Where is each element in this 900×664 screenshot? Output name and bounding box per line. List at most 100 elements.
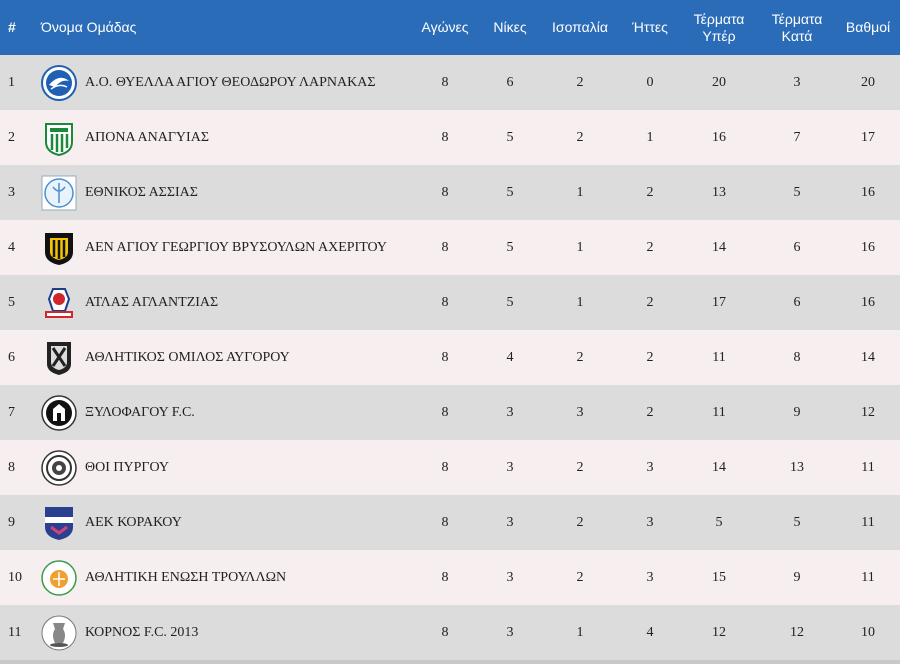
position-cell: 11: [8, 624, 22, 640]
goals-for-cell: 20: [712, 74, 726, 90]
position-cell: 10: [8, 569, 22, 585]
goals-against-cell: 3: [793, 74, 801, 90]
team-name: Α.Ο. ΘΥΕΛΛΑ ΑΓΙΟΥ ΘΕΟΔΩΡΟΥ ΛΑΡΝΑΚΑΣ: [85, 74, 376, 90]
team-link[interactable]: ΑΘΛΗΤΙΚΗ ΕΝΩΣΗ ΤΡΟΥΛΛΩΝ: [41, 559, 410, 596]
played-cell: 8: [441, 74, 449, 90]
played-cell: 8: [441, 349, 449, 365]
table-row: 6 ΑΘΛΗΤΙΚΟΣ ΟΜΙΛΟΣ ΑΥΓΟΡΟΥ 8 4 2 2 11 8 …: [0, 330, 900, 385]
team-link[interactable]: ΑΕΚ ΚΟΡΑΚΟΥ: [41, 505, 410, 541]
position-cell: 9: [8, 514, 15, 530]
goals-for-cell: 11: [712, 349, 726, 365]
played-cell: 8: [441, 624, 449, 640]
losses-cell: 4: [646, 624, 654, 640]
losses-cell: 2: [646, 349, 654, 365]
wins-cell: 4: [506, 349, 514, 365]
wins-cell: 3: [506, 404, 514, 420]
draws-cell: 1: [576, 624, 584, 640]
header-team-name[interactable]: Όνομα Ομάδας: [41, 19, 137, 35]
team-link[interactable]: ΕΘΝΙΚΟΣ ΑΣΣΙΑΣ: [41, 175, 410, 211]
draws-cell: 1: [576, 184, 584, 200]
wins-cell: 5: [506, 239, 514, 255]
team-link[interactable]: ΑΤΛΑΣ ΑΓΛΑΝΤΖΙΑΣ: [41, 285, 410, 321]
header-goals-for[interactable]: Τέρματα Υπέρ: [693, 10, 745, 44]
team-name: ΑΕΚ ΚΟΡΑΚΟΥ: [85, 514, 182, 530]
played-cell: 8: [441, 239, 449, 255]
team-link[interactable]: ΑΠΟΝΑ ΑΝΑΓΥΙΑΣ: [41, 120, 410, 156]
team-link[interactable]: ΚΟΡΝΟΣ F.C. 2013: [41, 615, 410, 651]
table-row: 7 ΞΥΛΟΦΑΓΟΥ F.C. 8 3 3 2 11 9 12: [0, 385, 900, 440]
kornos-logo-icon: [41, 615, 77, 651]
points-cell: 11: [861, 514, 875, 530]
team-name: ΑΕΝ ΑΓΙΟΥ ΓΕΩΡΓΙΟΥ ΒΡΥΣΟΥΛΩΝ ΑΧΕΡΙΤΟΥ: [85, 239, 388, 255]
table-row: 3 ΕΘΝΙΚΟΣ ΑΣΣΙΑΣ 8 5 1 2 13 5 16: [0, 165, 900, 220]
position-cell: 5: [8, 294, 15, 310]
played-cell: 8: [441, 184, 449, 200]
draws-cell: 2: [576, 129, 584, 145]
team-link[interactable]: ΑΕΝ ΑΓΙΟΥ ΓΕΩΡΓΙΟΥ ΒΡΥΣΟΥΛΩΝ ΑΧΕΡΙΤΟΥ: [41, 230, 410, 266]
team-name: ΕΘΝΙΚΟΣ ΑΣΣΙΑΣ: [85, 184, 198, 200]
table-row: 11 ΚΟΡΝΟΣ F.C. 2013 8 3 1 4 12 12 10: [0, 605, 900, 660]
avgorou-logo-icon: [41, 340, 77, 376]
header-losses[interactable]: Ήττες: [632, 19, 668, 35]
losses-cell: 2: [646, 294, 654, 310]
wins-cell: 5: [506, 184, 514, 200]
team-name: ΚΟΡΝΟΣ F.C. 2013: [85, 624, 199, 640]
team-link[interactable]: ΞΥΛΟΦΑΓΟΥ F.C.: [41, 394, 410, 431]
position-cell: 7: [8, 404, 15, 420]
points-cell: 12: [861, 404, 875, 420]
draws-cell: 3: [576, 404, 584, 420]
draws-cell: 2: [576, 514, 584, 530]
wins-cell: 3: [506, 569, 514, 585]
points-cell: 11: [861, 459, 875, 475]
goals-against-cell: 5: [793, 184, 801, 200]
losses-cell: 3: [646, 459, 654, 475]
header-draws[interactable]: Ισοπαλία: [552, 19, 608, 35]
table-row: 9 ΑΕΚ ΚΟΡΑΚΟΥ 8 3 2 3 5 5 11: [0, 495, 900, 550]
wins-cell: 6: [506, 74, 514, 90]
header-played[interactable]: Αγώνες: [421, 19, 469, 35]
goals-for-cell: 5: [715, 514, 723, 530]
points-cell: 11: [861, 569, 875, 585]
wins-cell: 5: [506, 294, 514, 310]
draws-cell: 1: [576, 294, 584, 310]
header-wins[interactable]: Νίκες: [493, 19, 527, 35]
wins-cell: 3: [506, 459, 514, 475]
points-cell: 16: [861, 184, 875, 200]
table-row: 8 ΘΟΙ ΠΥΡΓΟΥ 8 3 2 3 14 13 11: [0, 440, 900, 495]
goals-for-cell: 17: [712, 294, 726, 310]
header-position[interactable]: #: [8, 19, 16, 35]
xylofagou-logo-icon: [41, 394, 77, 431]
losses-cell: 0: [646, 74, 654, 90]
wins-cell: 3: [506, 624, 514, 640]
goals-against-cell: 12: [790, 624, 804, 640]
points-cell: 16: [861, 239, 875, 255]
points-cell: 20: [861, 74, 875, 90]
goals-against-cell: 13: [790, 459, 804, 475]
goals-against-cell: 7: [793, 129, 801, 145]
losses-cell: 2: [646, 239, 654, 255]
team-link[interactable]: ΘΟΙ ΠΥΡΓΟΥ: [41, 449, 410, 486]
position-cell: 8: [8, 459, 15, 475]
team-link[interactable]: ΑΘΛΗΤΙΚΟΣ ΟΜΙΛΟΣ ΑΥΓΟΡΟΥ: [41, 340, 410, 376]
table-bottom-border: [0, 660, 900, 664]
losses-cell: 1: [646, 129, 654, 145]
goals-against-cell: 8: [793, 349, 801, 365]
goals-against-cell: 6: [793, 239, 801, 255]
header-points[interactable]: Βαθμοί: [845, 19, 891, 35]
draws-cell: 2: [576, 349, 584, 365]
team-name: ΑΤΛΑΣ ΑΓΛΑΝΤΖΙΑΣ: [85, 294, 219, 310]
table-row: 4 ΑΕΝ ΑΓΙΟΥ ΓΕΩΡΓΙΟΥ ΒΡΥΣΟΥΛΩΝ ΑΧΕΡΙΤΟΥ …: [0, 220, 900, 275]
header-goals-against[interactable]: Τέρματα Κατά: [771, 10, 823, 44]
team-name: ΑΠΟΝΑ ΑΝΑΓΥΙΑΣ: [85, 129, 209, 145]
goals-for-cell: 16: [712, 129, 726, 145]
goals-for-cell: 11: [712, 404, 726, 420]
goals-for-cell: 14: [712, 239, 726, 255]
aen-logo-icon: [41, 230, 77, 266]
played-cell: 8: [441, 294, 449, 310]
thoi-logo-icon: [41, 449, 77, 486]
team-link[interactable]: Α.Ο. ΘΥΕΛΛΑ ΑΓΙΟΥ ΘΕΟΔΩΡΟΥ ΛΑΡΝΑΚΑΣ: [41, 64, 410, 101]
thyella-logo-icon: [41, 64, 77, 101]
losses-cell: 3: [646, 569, 654, 585]
table-row: 10 ΑΘΛΗΤΙΚΗ ΕΝΩΣΗ ΤΡΟΥΛΛΩΝ 8 3 2 3 15 9 …: [0, 550, 900, 605]
